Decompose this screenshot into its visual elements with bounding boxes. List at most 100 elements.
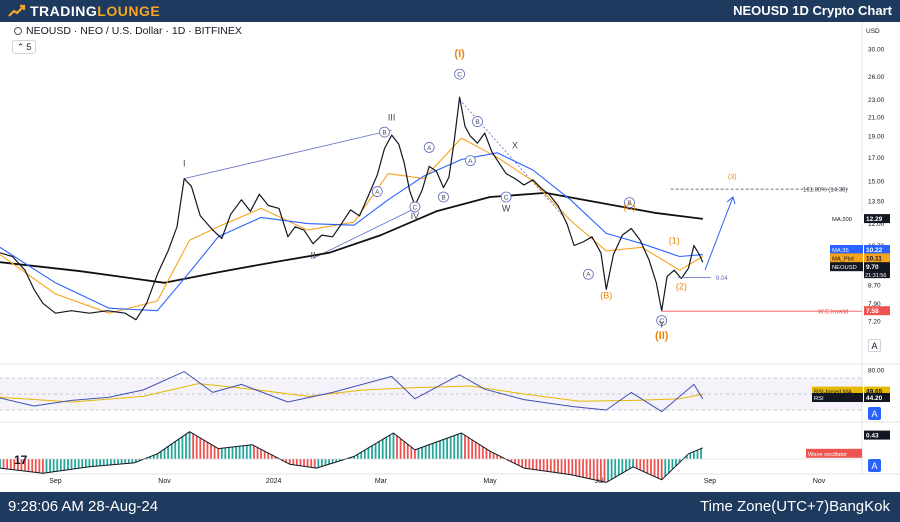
ma-plot-line	[0, 137, 704, 314]
brand-logo: TRADINGLOUNGE	[8, 2, 160, 20]
price-badge-label: MA_Plot	[832, 256, 854, 262]
oscillator-bar	[52, 459, 55, 472]
rsi-badge-label: RSI-based MA	[814, 390, 852, 396]
oscillator-bar	[692, 451, 695, 459]
rsi-band	[0, 378, 862, 410]
rsi-badge-label-bg	[812, 386, 863, 396]
wave-channel-line	[312, 208, 416, 259]
oscillator-bar	[281, 459, 284, 461]
oscillator-bar	[564, 459, 567, 474]
oscillator-bar	[292, 459, 295, 465]
oscillator-bar	[481, 446, 484, 459]
chart-canvas[interactable]: USD 30.00 26.00 23.00 21.00 19.00 17.00 15.00 13…	[0, 22, 900, 492]
oscillator-bar	[467, 437, 470, 459]
ma35-line	[0, 152, 703, 312]
oscillator-bar	[192, 433, 195, 459]
price-badge-label-bg	[830, 214, 863, 224]
logo-mark-icon	[8, 4, 26, 17]
rsi-badge-label: RSI	[814, 396, 824, 402]
oscillator-bar	[492, 452, 495, 459]
oscillator-bar	[131, 459, 134, 464]
price-badge-value-bg	[864, 244, 890, 254]
oscillator-bar	[689, 453, 692, 459]
oscillator-bar	[81, 459, 84, 468]
rsi-line	[0, 371, 704, 413]
wave-label: C	[457, 71, 462, 78]
oscillator-bar	[138, 459, 141, 461]
oscillator-bar	[571, 459, 574, 475]
symbol-legend[interactable]: NEOUSD · NEO / U.S. Dollar · 1D · BITFIN…	[14, 25, 242, 37]
projection-label: (3)	[728, 174, 737, 181]
oscillator-bar	[285, 459, 288, 463]
indicator-collapse-button[interactable]: ⌃ 5	[12, 40, 36, 54]
time-tick-label: Jul	[595, 478, 604, 485]
oscillator-bar	[539, 459, 541, 471]
oscillator-bar	[421, 447, 423, 459]
wave-circle-marker	[472, 116, 483, 127]
price-tick-label: 23.00	[868, 97, 885, 104]
time-tick-label: 2024	[266, 478, 282, 485]
oscillator-bar	[367, 447, 370, 459]
wave-circle-marker	[379, 126, 390, 138]
oscillator-bar	[260, 449, 263, 459]
oscillator-bar	[667, 459, 670, 473]
oscillator-bar	[628, 459, 631, 469]
oscillator-bar	[653, 459, 656, 477]
oscillator-bar	[99, 459, 102, 466]
auto-scale-button-rsi[interactable]: A	[868, 407, 881, 420]
oscillator-bar	[124, 459, 127, 464]
ma200-line	[0, 191, 703, 284]
oscillator-bar	[646, 459, 649, 474]
rsi-tick-label: 80.00	[868, 368, 885, 375]
oscillator-bar	[371, 445, 373, 459]
auto-scale-button-osc[interactable]: A	[868, 459, 881, 472]
oscillator-bar	[263, 451, 266, 459]
oscillator-bar	[174, 441, 177, 459]
oscillator-bar	[456, 434, 459, 459]
price-line	[0, 96, 704, 321]
price-badge-label: NEOUSD	[832, 265, 857, 271]
oscillator-bar	[599, 459, 602, 482]
oscillator-bar	[67, 459, 69, 470]
oscillator-bar	[6, 459, 9, 469]
oscillator-bar	[650, 459, 652, 475]
oscillator-bar	[206, 442, 209, 459]
oscillator-bar	[675, 459, 677, 466]
wave-label: (II)	[655, 330, 669, 342]
oscillator-bar	[553, 459, 556, 473]
oscillator-bar	[639, 459, 642, 471]
osc-badge-value: 0.43	[866, 433, 879, 440]
oscillator-bar	[2, 459, 5, 469]
price-badge-label-bg	[830, 244, 863, 254]
tradingview-logo-icon: 17	[14, 453, 28, 467]
wave-circle-marker	[624, 197, 635, 209]
oscillator-bar	[439, 440, 441, 459]
wave-label: X	[512, 140, 518, 150]
oscillator-bar	[603, 459, 606, 483]
auto-scale-button-main[interactable]: A	[868, 339, 881, 352]
wave-label: (C)	[623, 202, 636, 212]
oscillator-bar	[70, 459, 73, 470]
time-tick-label: Nov	[813, 478, 826, 485]
wave-label: A	[468, 158, 473, 165]
wave-label: (2)	[676, 281, 687, 291]
oscillator-bar	[185, 434, 187, 459]
auto-label: A	[871, 460, 878, 471]
invalidation-label: W.C.Invalid	[818, 310, 848, 316]
oscillator-bar	[317, 459, 320, 468]
footer-time: 9:28:06 AM 28-Aug-24	[8, 498, 159, 515]
oscillator-bar	[546, 459, 549, 472]
oscillator-bar	[414, 449, 416, 459]
time-tick-label: Sep	[704, 478, 717, 485]
wave-label: W	[502, 203, 511, 213]
time-tick-label: Nov	[158, 478, 171, 485]
oscillator-bar	[42, 459, 44, 474]
oscillator-bar	[453, 435, 456, 459]
oscillator-bar	[349, 457, 352, 459]
oscillator-bar	[235, 446, 237, 459]
wave-label: (I)	[454, 48, 465, 60]
oscillator-bar	[231, 446, 234, 459]
oscillator-bar	[88, 459, 91, 467]
oscillator-bar	[632, 459, 634, 467]
oscillator-bar	[74, 459, 77, 469]
